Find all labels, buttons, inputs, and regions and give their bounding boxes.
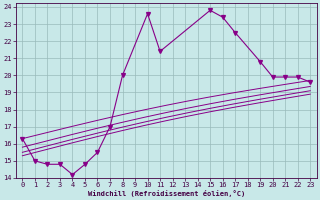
X-axis label: Windchill (Refroidissement éolien,°C): Windchill (Refroidissement éolien,°C) [88,190,245,197]
